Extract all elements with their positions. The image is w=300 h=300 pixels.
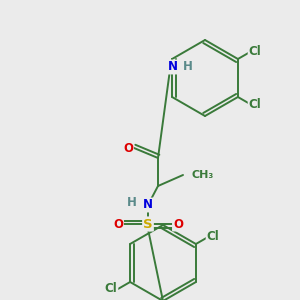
Text: O: O — [113, 218, 123, 230]
Text: S: S — [143, 218, 153, 230]
Text: Cl: Cl — [249, 46, 261, 59]
Text: Cl: Cl — [105, 283, 117, 296]
Text: O: O — [123, 142, 133, 154]
Text: H: H — [127, 196, 137, 208]
Text: Cl: Cl — [249, 98, 261, 110]
Text: N: N — [143, 199, 153, 212]
Text: H: H — [183, 61, 193, 74]
Text: Cl: Cl — [207, 230, 219, 244]
Text: CH₃: CH₃ — [191, 170, 213, 180]
Text: O: O — [173, 218, 183, 230]
Text: N: N — [168, 61, 178, 74]
